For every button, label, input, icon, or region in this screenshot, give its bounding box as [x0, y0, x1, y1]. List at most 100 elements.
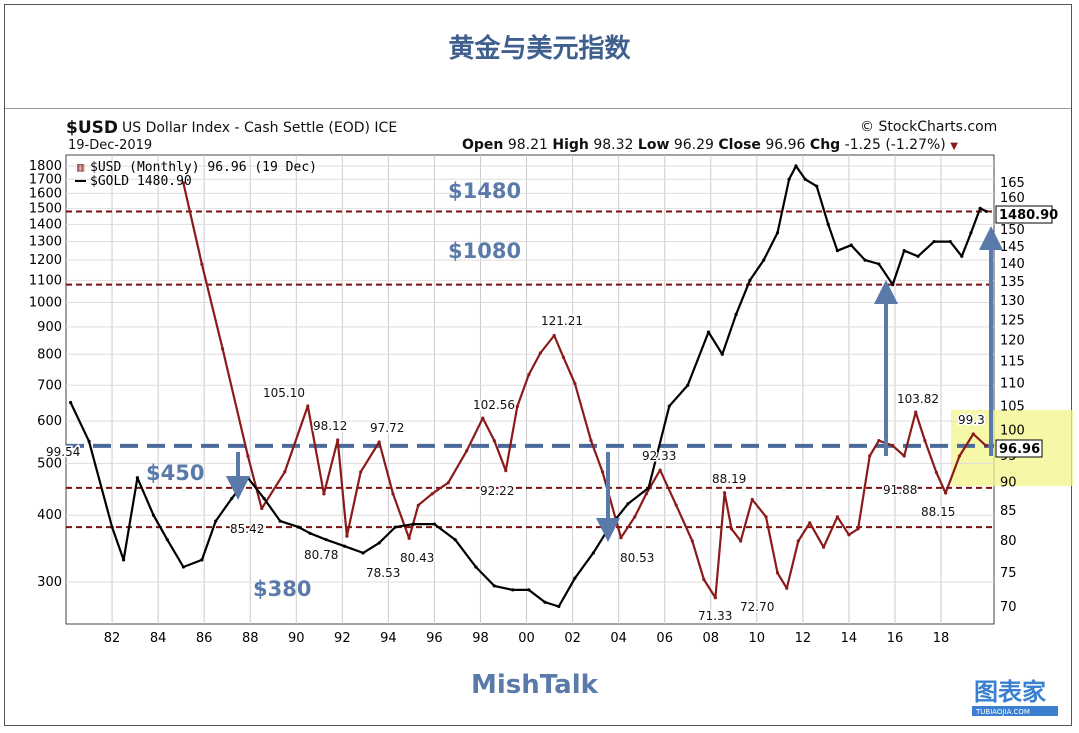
gold-series-line-point: [200, 558, 204, 562]
gold-series-line-point: [432, 522, 437, 526]
usd-point-label: 97.72: [370, 421, 404, 435]
right-tick-label: 100: [1000, 424, 1025, 439]
gold-series-line-point: [815, 184, 819, 188]
usd-series-line-point: [739, 539, 743, 543]
x-tick-label: 88: [242, 631, 259, 646]
usd-series-line-point: [750, 497, 754, 502]
gold-series-line-point: [557, 604, 561, 609]
usd-point-label: 121.21: [541, 314, 583, 328]
usd-point-label: 85.42: [230, 522, 264, 536]
gold-series-line-point: [262, 496, 266, 501]
gold-series-line-point: [902, 249, 906, 253]
usd-series-line-point: [914, 410, 918, 414]
gold-series-line-point: [835, 249, 840, 253]
usd-point-label: 72.70: [740, 600, 774, 614]
gold-series-line-point: [787, 177, 791, 181]
gold-series-line-point: [762, 258, 766, 262]
gold-series-line-point: [135, 476, 139, 480]
right-tick-label: 165: [1000, 176, 1025, 191]
label-1080: $1080: [448, 239, 521, 263]
usd-series-line-point: [690, 539, 694, 543]
right-tick-label: 85: [1000, 504, 1017, 519]
right-tick-label: 105: [1000, 400, 1025, 415]
label-380: $380: [253, 577, 311, 601]
gold-series-line-point: [877, 262, 881, 266]
gold-series-line-point: [826, 222, 830, 226]
usd-series-line-point: [713, 596, 717, 600]
usd-series-line-point: [416, 503, 420, 507]
x-tick-label: 98: [472, 631, 489, 646]
x-tick-label: 16: [887, 631, 904, 646]
usd-series-line-point: [492, 439, 496, 443]
gold-series-line-point: [891, 283, 895, 287]
chg-value: -1.25 (-1.27%): [844, 137, 946, 153]
usd-series-line-point: [283, 470, 287, 474]
chart-date: 19-Dec-2019: [68, 138, 153, 153]
gold-series-line-point: [453, 538, 457, 542]
x-tick-label: 08: [702, 631, 719, 646]
usd-series-line-point: [552, 333, 556, 338]
low-value: 96.29: [673, 137, 714, 153]
usd-series-line-point: [891, 444, 895, 448]
usd-point-label: 103.82: [897, 392, 939, 406]
x-tick-label: 14: [841, 631, 858, 646]
x-tick-label: 94: [380, 631, 397, 646]
gold-series-line-point: [543, 600, 547, 604]
usd-series-line-point: [359, 470, 363, 474]
usd-series-line-point: [391, 492, 395, 496]
right-tick-label: 125: [1000, 313, 1025, 328]
usd-series-line-point: [722, 491, 727, 495]
gold-series-line-point: [151, 513, 156, 517]
right-tick-label: 150: [1000, 223, 1025, 238]
x-tick-label: 86: [196, 631, 213, 646]
brand-mishtalk: MishTalk: [471, 670, 599, 700]
left-tick-label: 1500: [29, 201, 62, 216]
right-tick-label: 90: [1000, 476, 1017, 491]
x-tick-label: 12: [795, 631, 812, 646]
gold-series-line-point: [165, 538, 169, 542]
usd-series-line-point: [465, 449, 469, 453]
right-tick-label: 130: [1000, 294, 1025, 309]
gold-series-line-point: [393, 525, 397, 529]
usd-series-line-point: [796, 539, 800, 543]
chart-frame: [4, 4, 1072, 726]
usd-series-line-point: [847, 533, 851, 537]
gold-series-line-point: [527, 588, 531, 592]
left-tick-label: 600: [37, 414, 62, 429]
left-tick-label: 1400: [29, 217, 62, 232]
legend-gold: $GOLD 1480.90: [90, 174, 192, 189]
usd-series-line-point: [934, 470, 939, 475]
gold-series-line-point: [361, 551, 365, 555]
usd-point-label: 71.33: [698, 609, 732, 623]
left-tick-label: 300: [37, 575, 62, 590]
gold-series-line-point: [969, 231, 973, 235]
gold-series-line-point: [686, 383, 690, 387]
x-tick-label: 04: [610, 631, 627, 646]
gold-series-line-point: [667, 404, 671, 408]
open-label: Open: [462, 137, 504, 153]
usd-series-line-point: [984, 444, 988, 448]
usd-series-line-point: [877, 439, 881, 443]
usd-point-label: 91.88: [883, 483, 917, 497]
left-tick-label: 400: [37, 508, 62, 523]
usd-series-line-point: [481, 416, 485, 420]
right-tick-label: 145: [1000, 240, 1025, 255]
gold-series-line-point: [573, 576, 577, 580]
down-triangle-icon: ▼: [950, 141, 958, 152]
right-tick-label: 70: [1000, 600, 1017, 615]
usd-series-line-point: [764, 515, 768, 519]
gold-series-line-point: [246, 476, 250, 480]
gold-series-line-point: [863, 258, 867, 262]
left-tick-label: 1200: [29, 253, 62, 268]
usd-point-label: 99.54: [46, 445, 80, 459]
usd-series-line-point: [336, 438, 340, 442]
chg-label: Chg: [809, 137, 841, 153]
gold-series-line-point: [734, 312, 738, 316]
usd-series-line-point: [821, 545, 826, 549]
x-tick-label: 90: [288, 631, 305, 646]
usd-series-line-point: [729, 527, 734, 531]
usd-series-line-point: [200, 262, 204, 266]
x-tick-label: 00: [518, 631, 535, 646]
gold-series-line-point: [932, 239, 936, 244]
